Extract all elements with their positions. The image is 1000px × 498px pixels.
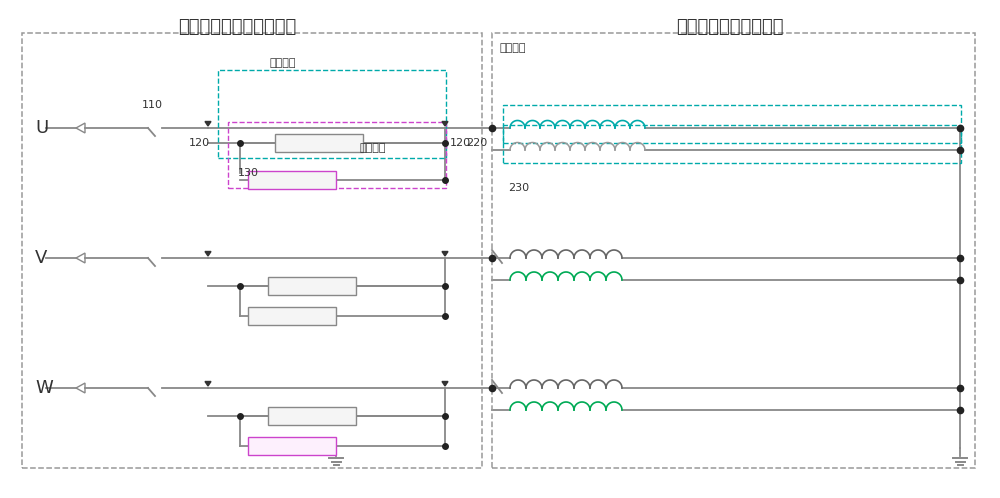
Text: 控制器端分流模块１００: 控制器端分流模块１００ <box>178 18 296 36</box>
Text: 常规绕组: 常规绕组 <box>500 43 526 53</box>
Polygon shape <box>205 122 211 126</box>
Bar <box>248 437 336 455</box>
Text: 120: 120 <box>450 138 471 148</box>
Bar <box>248 307 336 325</box>
Bar <box>268 277 356 295</box>
Text: 常规电路: 常规电路 <box>270 58 296 68</box>
Bar <box>275 134 363 152</box>
Bar <box>248 171 336 189</box>
Text: U: U <box>35 119 48 137</box>
Polygon shape <box>442 122 448 126</box>
Text: 130: 130 <box>238 168 259 178</box>
Polygon shape <box>205 251 211 256</box>
Polygon shape <box>442 381 448 386</box>
Text: 230: 230 <box>508 183 529 193</box>
Text: 120: 120 <box>189 138 210 148</box>
Text: 110: 110 <box>142 100 163 110</box>
Text: 分流电阻: 分流电阻 <box>360 143 386 153</box>
Text: 电机端分流模块２００: 电机端分流模块２００ <box>676 18 784 36</box>
Bar <box>268 407 356 425</box>
Text: W: W <box>35 379 53 397</box>
Polygon shape <box>442 251 448 256</box>
Polygon shape <box>205 381 211 386</box>
Text: V: V <box>35 249 47 267</box>
Text: 220: 220 <box>466 138 487 148</box>
